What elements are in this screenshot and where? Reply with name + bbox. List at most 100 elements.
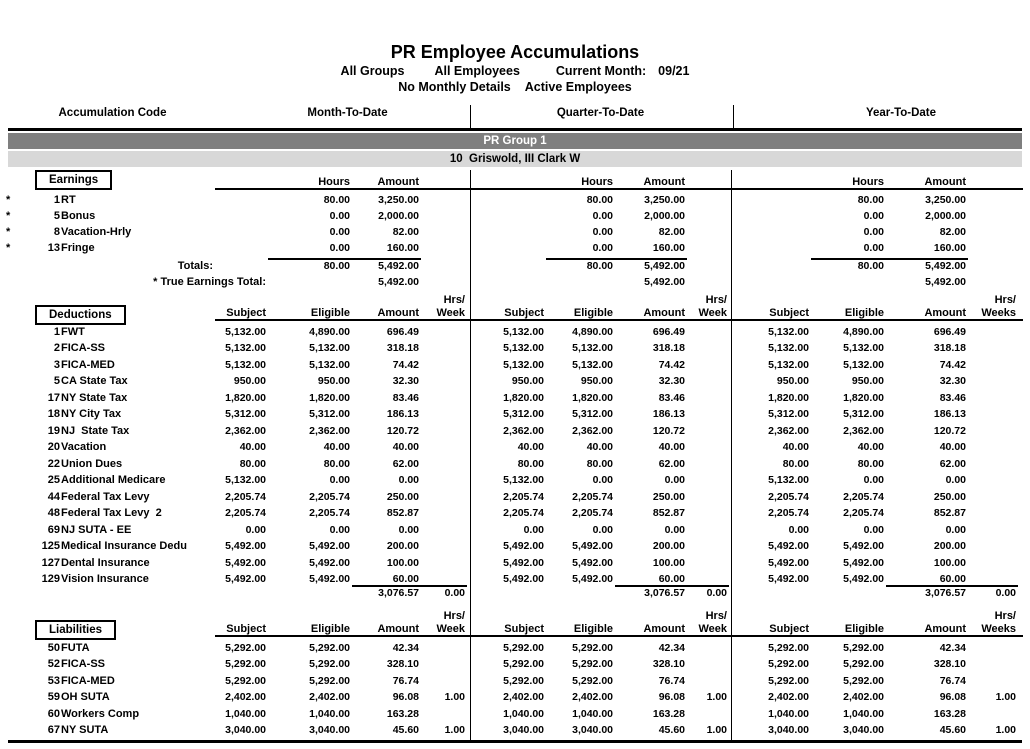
hrs-header: Hrs/: [705, 610, 727, 622]
subject-value: 950.00: [233, 375, 266, 387]
eligible-value: 5,292.00: [843, 674, 884, 687]
eligible-value: 0.00: [863, 474, 884, 486]
week-header: Weeks: [981, 623, 1016, 635]
deductions-section-label: Deductions: [35, 305, 126, 325]
row-code: 129: [41, 573, 60, 585]
eligible-value: 5,492.00: [843, 556, 884, 569]
period-group: 40.00 40.00 40.00: [215, 437, 470, 453]
eligible-value: 1,820.00: [843, 391, 884, 404]
week-header: Week: [436, 623, 465, 635]
amount-value: 100.00: [652, 556, 685, 569]
row-name: NY SUTA: [61, 724, 109, 736]
period-group: 5,492.00: [268, 272, 470, 288]
eligible-value: 2,205.74: [843, 507, 884, 519]
subject-value: 40.00: [782, 441, 809, 453]
eligible-value: 1,040.00: [309, 707, 350, 720]
liabilities-hrs-header-row: Hrs/Hrs/Hrs/: [0, 610, 1030, 622]
body-separator-1: [470, 170, 471, 740]
row-code: 125: [41, 540, 60, 552]
eligible-value: 5,292.00: [572, 658, 613, 670]
liabilities-section: Hrs/Hrs/Hrs/Subject Eligible Amount Week Sub…: [0, 610, 1030, 736]
period-group: 950.00 950.00 32.30: [732, 371, 1023, 387]
eligible-value: 5,492.00: [572, 573, 613, 585]
amount-value: 100.00: [933, 556, 966, 569]
subject-value: 5,292.00: [225, 641, 266, 654]
period-group: 5,132.00 5,132.00 74.42: [732, 354, 1023, 371]
period-group: 1,820.00 1,820.00 83.46: [470, 387, 732, 404]
period-group: Hours Amount: [470, 170, 732, 190]
row-name: NJ SUTA - EE: [61, 523, 132, 536]
eligible-value: 2,402.00: [572, 691, 613, 703]
period-group: 80.00 3,250.00: [215, 190, 470, 206]
row-name: Fringe: [61, 242, 95, 254]
amount-value: 96.08: [392, 691, 419, 703]
current-month-label: Current Month:: [555, 64, 647, 78]
eligible-value: 5,292.00: [572, 674, 613, 687]
period-group: 40.00 40.00 40.00: [470, 437, 732, 453]
total-amount-value: 5,492.00: [886, 258, 968, 272]
deduction-row: 129 Vision Insurance 5,492.00 5,492.00 60.00…: [0, 569, 1030, 585]
eligible-value: 2,362.00: [572, 424, 613, 437]
eligible-value: 5,132.00: [309, 358, 350, 371]
row-code: 8: [53, 226, 60, 238]
amount-value: 250.00: [933, 490, 966, 503]
amount-value: 186.13: [386, 408, 419, 420]
filter-no-monthly-details: No Monthly Details: [398, 80, 511, 94]
amount-value: 250.00: [386, 490, 419, 503]
period-group: 3,076.57 0.00: [215, 585, 470, 599]
total-week-value: 0.00: [968, 585, 1018, 599]
row-name: FICA-MED: [61, 358, 115, 371]
deduction-row: 22 Union Dues 80.00 80.00 62.00 80.00 80.00 62.…: [0, 453, 1030, 470]
row-name: RT: [61, 194, 76, 206]
eligible-value: 40.00: [857, 441, 884, 453]
subject-value: 5,292.00: [503, 674, 544, 687]
eligible-value: 5,492.00: [309, 540, 350, 552]
hours-header: Hours: [581, 176, 613, 188]
hrs-header: Hrs/: [443, 294, 465, 306]
eligible-value: 5,132.00: [843, 342, 884, 354]
deduction-row: 5 CA State Tax 950.00 950.00 32.30 950.00 950.…: [0, 371, 1030, 387]
eligible-value: 2,205.74: [309, 507, 350, 519]
row-code: 53: [47, 674, 60, 687]
eligible-value: 5,292.00: [572, 641, 613, 654]
period-group: 5,132.00 5,132.00 74.42: [470, 354, 732, 371]
amount-header: Amount: [377, 176, 419, 188]
period-group: Subject Eligible Amount Week: [470, 622, 732, 637]
amount-value: 82.00: [939, 226, 966, 238]
hours-value: 0.00: [592, 242, 613, 254]
amount-value: 82.00: [658, 226, 685, 238]
eligible-value: 0.00: [863, 523, 884, 536]
subject-value: 5,132.00: [225, 325, 266, 338]
amount-header: Amount: [924, 623, 966, 635]
row-name: Workers Comp: [61, 707, 140, 720]
period-group: 0.00 0.00 0.00: [470, 519, 732, 536]
period-group: 0.00 2,000.00: [732, 206, 1023, 222]
period-group: 0.00 2,000.00: [215, 206, 470, 222]
deduction-row: 127 Dental Insurance 5,492.00 5,492.00 100.0…: [0, 552, 1030, 569]
eligible-value: 4,890.00: [572, 325, 613, 338]
subject-value: 0.00: [523, 523, 544, 536]
earnings-totals-label: Totals:: [177, 260, 213, 272]
amount-value: 200.00: [386, 540, 419, 552]
earnings-section-label: Earnings: [35, 170, 113, 190]
amount-value: 42.34: [658, 641, 685, 654]
period-group: 3,040.00 3,040.00 45.60 1.00: [470, 720, 732, 736]
eligible-header: Eligible: [844, 307, 884, 319]
amount-value: 160.00: [386, 242, 419, 254]
period-group: 5,132.00 5,132.00 318.18: [215, 338, 470, 354]
week-value: 1.00: [995, 724, 1016, 736]
eligible-value: 5,492.00: [572, 556, 613, 569]
amount-value: 3,250.00: [925, 194, 966, 206]
eligible-header: Eligible: [310, 623, 350, 635]
amount-value: 852.87: [933, 507, 966, 519]
row-name: NY City Tax: [61, 408, 122, 420]
subject-header: Subject: [769, 623, 809, 635]
eligible-value: 2,362.00: [843, 424, 884, 437]
row-name: Vacation: [61, 441, 107, 453]
period-group: 2,362.00 2,362.00 120.72: [732, 420, 1023, 437]
amount-value: 45.60: [392, 724, 419, 736]
amount-value: 60.00: [658, 573, 685, 585]
hours-value: 0.00: [329, 210, 350, 222]
amount-value: 250.00: [652, 490, 685, 503]
